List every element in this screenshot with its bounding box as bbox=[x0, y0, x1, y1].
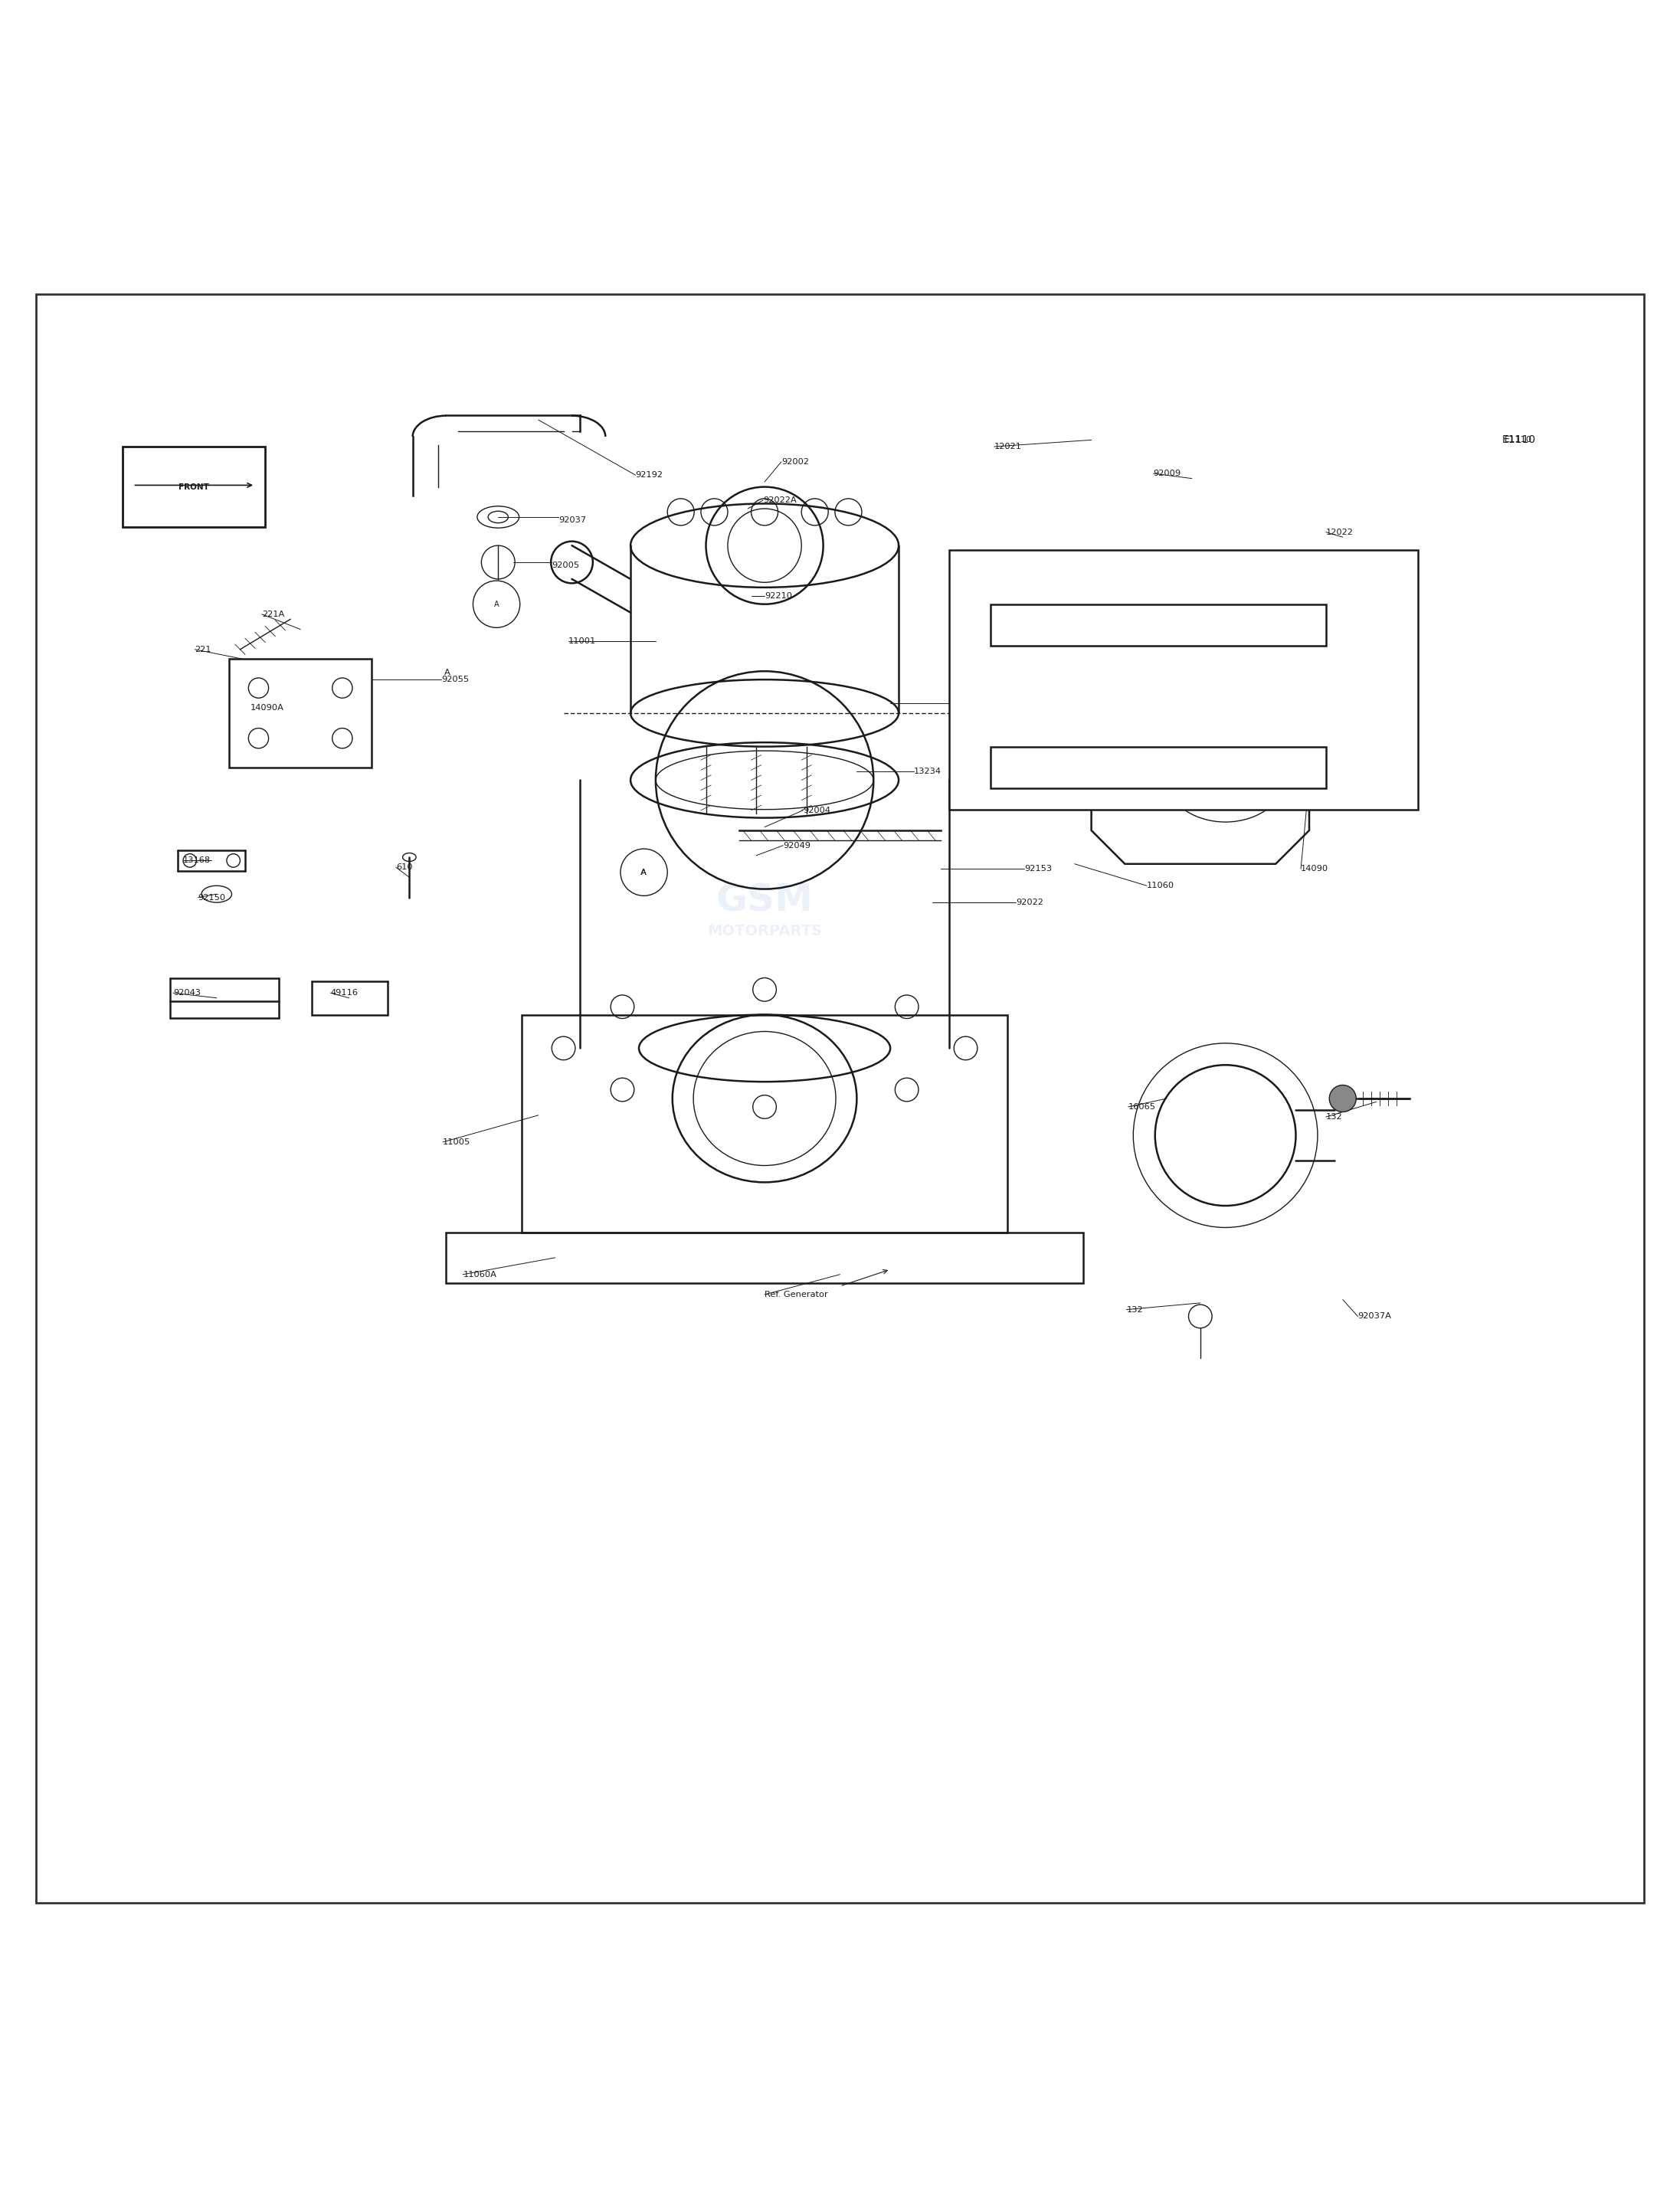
Text: 16065: 16065 bbox=[1129, 1103, 1156, 1112]
Text: 92153A: 92153A bbox=[1334, 716, 1368, 723]
Text: 11004: 11004 bbox=[968, 699, 995, 707]
Text: 92004: 92004 bbox=[803, 806, 830, 815]
Text: E1110: E1110 bbox=[1502, 435, 1536, 446]
Text: 13234: 13234 bbox=[914, 769, 941, 776]
Text: 14090A: 14090A bbox=[250, 705, 284, 712]
Text: 49116: 49116 bbox=[331, 989, 358, 997]
Text: 12022: 12022 bbox=[1324, 677, 1352, 685]
Text: 482: 482 bbox=[1006, 762, 1023, 771]
Text: 11060: 11060 bbox=[1147, 881, 1174, 890]
Text: 221A: 221A bbox=[262, 611, 284, 617]
Text: FRONT: FRONT bbox=[178, 483, 210, 490]
Text: 14090: 14090 bbox=[1300, 866, 1329, 872]
Text: E1110: E1110 bbox=[1505, 437, 1532, 444]
Text: 92005: 92005 bbox=[551, 562, 580, 569]
Text: 92049: 92049 bbox=[783, 841, 811, 850]
Text: 92043: 92043 bbox=[173, 989, 200, 997]
Text: 11060A: 11060A bbox=[464, 1270, 497, 1279]
Text: 92022: 92022 bbox=[1016, 899, 1043, 907]
Text: 221: 221 bbox=[195, 646, 212, 653]
Text: 92037: 92037 bbox=[558, 516, 586, 525]
Text: 11001: 11001 bbox=[568, 637, 596, 646]
Text: 12021: 12021 bbox=[995, 444, 1021, 450]
Text: 132: 132 bbox=[1127, 1305, 1142, 1314]
FancyBboxPatch shape bbox=[228, 659, 371, 767]
Text: 92037A: 92037A bbox=[1357, 1312, 1391, 1320]
Text: 132: 132 bbox=[1326, 1114, 1342, 1120]
Text: A: A bbox=[494, 600, 499, 609]
Text: 92002: 92002 bbox=[781, 457, 810, 466]
Text: MOTORPARTS: MOTORPARTS bbox=[707, 923, 822, 938]
Text: A: A bbox=[640, 868, 647, 877]
Circle shape bbox=[1329, 1085, 1356, 1112]
Text: 92192: 92192 bbox=[635, 472, 664, 479]
Text: 92009: 92009 bbox=[1154, 470, 1181, 477]
Text: 92022A: 92022A bbox=[763, 497, 796, 503]
Text: GSM: GSM bbox=[716, 883, 813, 918]
Text: Ref. Generator: Ref. Generator bbox=[764, 1290, 828, 1298]
Text: 92210: 92210 bbox=[764, 591, 793, 600]
FancyBboxPatch shape bbox=[949, 549, 1418, 808]
Text: 92153: 92153 bbox=[1025, 866, 1052, 872]
Text: A: A bbox=[642, 868, 647, 877]
Text: 12022: 12022 bbox=[1326, 527, 1354, 536]
Text: 13168: 13168 bbox=[183, 857, 210, 863]
Text: 11005: 11005 bbox=[444, 1138, 470, 1147]
Text: 92055: 92055 bbox=[442, 677, 469, 683]
Text: 610: 610 bbox=[396, 863, 413, 870]
FancyBboxPatch shape bbox=[123, 446, 265, 527]
Text: A: A bbox=[445, 670, 450, 677]
Text: 92150: 92150 bbox=[198, 894, 225, 901]
